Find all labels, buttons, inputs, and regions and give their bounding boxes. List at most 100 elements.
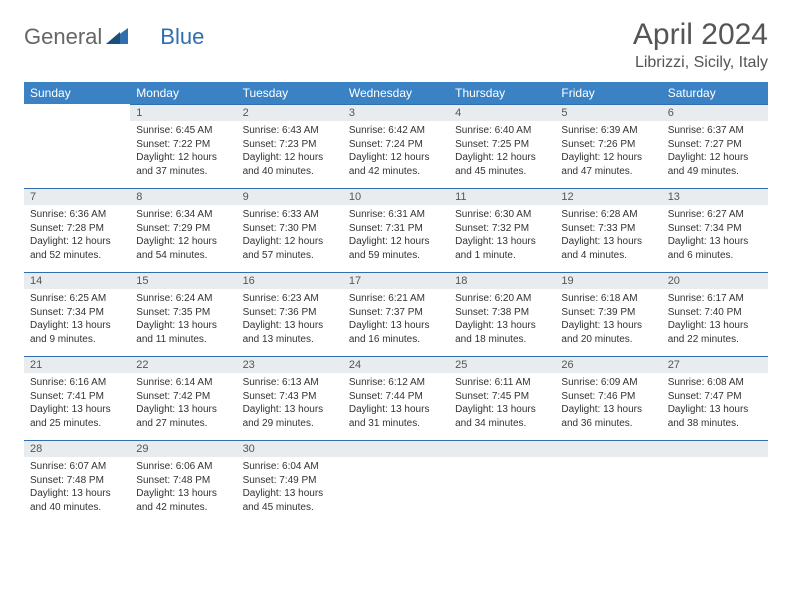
calendar-cell: 13Sunrise: 6:27 AMSunset: 7:34 PMDayligh… — [662, 188, 768, 272]
day-details: Sunrise: 6:12 AMSunset: 7:44 PMDaylight:… — [343, 373, 449, 436]
day-details: Sunrise: 6:43 AMSunset: 7:23 PMDaylight:… — [237, 121, 343, 184]
weekday-header: Saturday — [662, 82, 768, 104]
weekday-header: Wednesday — [343, 82, 449, 104]
day-number: 19 — [555, 272, 661, 289]
calendar-cell: 19Sunrise: 6:18 AMSunset: 7:39 PMDayligh… — [555, 272, 661, 356]
calendar-cell: 2Sunrise: 6:43 AMSunset: 7:23 PMDaylight… — [237, 104, 343, 188]
day-details: Sunrise: 6:20 AMSunset: 7:38 PMDaylight:… — [449, 289, 555, 352]
day-number: 18 — [449, 272, 555, 289]
calendar-cell: 4Sunrise: 6:40 AMSunset: 7:25 PMDaylight… — [449, 104, 555, 188]
day-number: 28 — [24, 440, 130, 457]
calendar-cell: 25Sunrise: 6:11 AMSunset: 7:45 PMDayligh… — [449, 356, 555, 440]
day-details: Sunrise: 6:09 AMSunset: 7:46 PMDaylight:… — [555, 373, 661, 436]
logo-text-blue: Blue — [160, 24, 204, 50]
day-details: Sunrise: 6:16 AMSunset: 7:41 PMDaylight:… — [24, 373, 130, 436]
day-number: 3 — [343, 104, 449, 121]
empty-day — [343, 440, 449, 457]
calendar-cell: 3Sunrise: 6:42 AMSunset: 7:24 PMDaylight… — [343, 104, 449, 188]
day-details: Sunrise: 6:40 AMSunset: 7:25 PMDaylight:… — [449, 121, 555, 184]
calendar-cell: 15Sunrise: 6:24 AMSunset: 7:35 PMDayligh… — [130, 272, 236, 356]
calendar-cell — [449, 440, 555, 524]
day-details: Sunrise: 6:13 AMSunset: 7:43 PMDaylight:… — [237, 373, 343, 436]
day-details: Sunrise: 6:45 AMSunset: 7:22 PMDaylight:… — [130, 121, 236, 184]
day-details: Sunrise: 6:27 AMSunset: 7:34 PMDaylight:… — [662, 205, 768, 268]
calendar-cell: 7Sunrise: 6:36 AMSunset: 7:28 PMDaylight… — [24, 188, 130, 272]
calendar-cell: 22Sunrise: 6:14 AMSunset: 7:42 PMDayligh… — [130, 356, 236, 440]
weekday-header: Monday — [130, 82, 236, 104]
day-details: Sunrise: 6:33 AMSunset: 7:30 PMDaylight:… — [237, 205, 343, 268]
title-block: April 2024 Librizzi, Sicily, Italy — [633, 18, 768, 72]
day-number: 27 — [662, 356, 768, 373]
calendar-cell: 24Sunrise: 6:12 AMSunset: 7:44 PMDayligh… — [343, 356, 449, 440]
weekday-header: Tuesday — [237, 82, 343, 104]
day-number: 23 — [237, 356, 343, 373]
day-details: Sunrise: 6:11 AMSunset: 7:45 PMDaylight:… — [449, 373, 555, 436]
logo-triangle-icon — [106, 24, 128, 50]
calendar-cell: 20Sunrise: 6:17 AMSunset: 7:40 PMDayligh… — [662, 272, 768, 356]
day-details: Sunrise: 6:18 AMSunset: 7:39 PMDaylight:… — [555, 289, 661, 352]
calendar-cell: 30Sunrise: 6:04 AMSunset: 7:49 PMDayligh… — [237, 440, 343, 524]
day-details: Sunrise: 6:36 AMSunset: 7:28 PMDaylight:… — [24, 205, 130, 268]
empty-day — [24, 104, 130, 108]
day-number: 10 — [343, 188, 449, 205]
calendar-cell — [662, 440, 768, 524]
day-details: Sunrise: 6:39 AMSunset: 7:26 PMDaylight:… — [555, 121, 661, 184]
day-number: 24 — [343, 356, 449, 373]
day-details: Sunrise: 6:17 AMSunset: 7:40 PMDaylight:… — [662, 289, 768, 352]
day-number: 26 — [555, 356, 661, 373]
weekday-header: Friday — [555, 82, 661, 104]
logo-text-general: General — [24, 24, 102, 50]
logo: General Blue — [24, 18, 204, 50]
day-details: Sunrise: 6:25 AMSunset: 7:34 PMDaylight:… — [24, 289, 130, 352]
calendar-cell: 1Sunrise: 6:45 AMSunset: 7:22 PMDaylight… — [130, 104, 236, 188]
day-number: 29 — [130, 440, 236, 457]
day-number: 17 — [343, 272, 449, 289]
day-number: 25 — [449, 356, 555, 373]
day-number: 2 — [237, 104, 343, 121]
day-details: Sunrise: 6:24 AMSunset: 7:35 PMDaylight:… — [130, 289, 236, 352]
day-details: Sunrise: 6:34 AMSunset: 7:29 PMDaylight:… — [130, 205, 236, 268]
weekday-header: Thursday — [449, 82, 555, 104]
calendar-row: 28Sunrise: 6:07 AMSunset: 7:48 PMDayligh… — [24, 440, 768, 524]
day-details: Sunrise: 6:07 AMSunset: 7:48 PMDaylight:… — [24, 457, 130, 520]
day-number: 13 — [662, 188, 768, 205]
calendar-cell: 10Sunrise: 6:31 AMSunset: 7:31 PMDayligh… — [343, 188, 449, 272]
day-details: Sunrise: 6:06 AMSunset: 7:48 PMDaylight:… — [130, 457, 236, 520]
calendar-cell: 9Sunrise: 6:33 AMSunset: 7:30 PMDaylight… — [237, 188, 343, 272]
empty-day — [662, 440, 768, 457]
day-number: 5 — [555, 104, 661, 121]
day-number: 12 — [555, 188, 661, 205]
empty-day — [449, 440, 555, 457]
calendar-cell: 6Sunrise: 6:37 AMSunset: 7:27 PMDaylight… — [662, 104, 768, 188]
calendar-cell: 14Sunrise: 6:25 AMSunset: 7:34 PMDayligh… — [24, 272, 130, 356]
calendar-cell: 21Sunrise: 6:16 AMSunset: 7:41 PMDayligh… — [24, 356, 130, 440]
calendar-cell: 11Sunrise: 6:30 AMSunset: 7:32 PMDayligh… — [449, 188, 555, 272]
day-number: 30 — [237, 440, 343, 457]
page-title: April 2024 — [633, 18, 768, 52]
calendar-row: 21Sunrise: 6:16 AMSunset: 7:41 PMDayligh… — [24, 356, 768, 440]
calendar-cell — [555, 440, 661, 524]
calendar-cell: 29Sunrise: 6:06 AMSunset: 7:48 PMDayligh… — [130, 440, 236, 524]
day-details: Sunrise: 6:08 AMSunset: 7:47 PMDaylight:… — [662, 373, 768, 436]
page: General Blue April 2024 Librizzi, Sicily… — [0, 0, 792, 524]
day-details: Sunrise: 6:31 AMSunset: 7:31 PMDaylight:… — [343, 205, 449, 268]
day-number: 14 — [24, 272, 130, 289]
calendar-cell — [343, 440, 449, 524]
day-details: Sunrise: 6:28 AMSunset: 7:33 PMDaylight:… — [555, 205, 661, 268]
day-number: 22 — [130, 356, 236, 373]
weekday-header: Sunday — [24, 82, 130, 104]
day-number: 21 — [24, 356, 130, 373]
calendar-cell: 26Sunrise: 6:09 AMSunset: 7:46 PMDayligh… — [555, 356, 661, 440]
day-number: 15 — [130, 272, 236, 289]
day-number: 1 — [130, 104, 236, 121]
day-details: Sunrise: 6:14 AMSunset: 7:42 PMDaylight:… — [130, 373, 236, 436]
day-number: 7 — [24, 188, 130, 205]
calendar-row: 1Sunrise: 6:45 AMSunset: 7:22 PMDaylight… — [24, 104, 768, 188]
calendar-cell: 23Sunrise: 6:13 AMSunset: 7:43 PMDayligh… — [237, 356, 343, 440]
calendar-cell: 8Sunrise: 6:34 AMSunset: 7:29 PMDaylight… — [130, 188, 236, 272]
calendar-table: Sunday Monday Tuesday Wednesday Thursday… — [24, 82, 768, 524]
calendar-cell: 12Sunrise: 6:28 AMSunset: 7:33 PMDayligh… — [555, 188, 661, 272]
day-details: Sunrise: 6:04 AMSunset: 7:49 PMDaylight:… — [237, 457, 343, 520]
empty-day — [555, 440, 661, 457]
calendar-row: 7Sunrise: 6:36 AMSunset: 7:28 PMDaylight… — [24, 188, 768, 272]
